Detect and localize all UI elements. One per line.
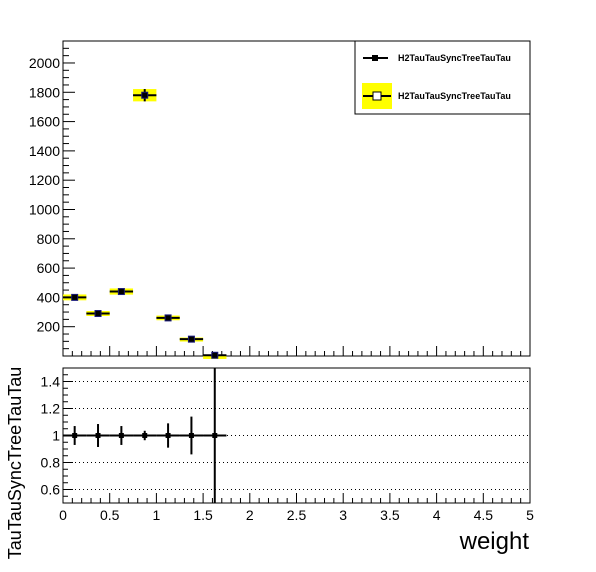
ratio-point <box>142 433 148 438</box>
ratio-y-tick-label: 1.2 <box>41 401 61 417</box>
data-point <box>118 288 125 295</box>
legend-label-1: H2TauTauSyncTreeTauTau <box>398 53 511 63</box>
ratio-x-tick-label: 0.5 <box>100 507 120 523</box>
data-point-open-square <box>187 335 195 343</box>
legend-marker-1 <box>372 55 378 61</box>
data-point <box>95 310 102 317</box>
main-y-tick-label: 1000 <box>29 201 60 217</box>
y-axis-title: TauTauSyncTreeTauTau <box>5 367 25 559</box>
data-point <box>141 92 148 99</box>
ratio-point <box>95 433 101 438</box>
ratio-x-tick-label: 4 <box>433 507 441 523</box>
main-y-tick-label: 200 <box>37 319 61 335</box>
x-axis-title: weight <box>459 528 530 555</box>
data-point-open-square <box>211 351 219 359</box>
data-point-open-square <box>141 91 149 99</box>
data-point <box>71 294 78 301</box>
legend-marker-2 <box>372 91 382 101</box>
ratio-markers <box>63 368 227 503</box>
data-point-open-square <box>117 288 125 296</box>
data-point-open-square <box>94 310 102 318</box>
ratio-point <box>165 433 171 438</box>
ratio-x-axis: 0 0.5 1 1.5 2 2.5 3 3.5 4 4.5 5 <box>59 493 534 523</box>
main-markers <box>63 89 227 359</box>
data-point <box>188 336 195 343</box>
ratio-x-tick-label: 0 <box>59 507 67 523</box>
main-y-tick-label: 400 <box>37 289 61 305</box>
main-y-axis: 200 400 600 800 1000 1200 1400 1600 1800 2000 <box>29 47 75 350</box>
ratio-y-tick-label: 0.8 <box>41 455 61 471</box>
main-x-axis <box>62 346 531 356</box>
main-error-bands <box>63 89 227 359</box>
main-y-tick-label: 800 <box>37 231 61 247</box>
main-y-tick-label: 600 <box>37 260 61 276</box>
ratio-x-tick-label: 2 <box>246 507 254 523</box>
data-point <box>165 314 172 321</box>
ratio-x-tick-label: 1.5 <box>193 507 213 523</box>
main-y-tick-label: 1400 <box>29 143 60 159</box>
main-y-tick-label: 1200 <box>29 172 60 188</box>
ratio-x-tick-label: 2.5 <box>287 507 307 523</box>
ratio-x-tick-label: 4.5 <box>474 507 494 523</box>
data-point-open-square <box>71 293 79 301</box>
ratio-y-tick-label: 1.4 <box>41 374 61 390</box>
ratio-point <box>118 433 124 438</box>
ratio-point <box>72 433 78 438</box>
ratio-x-tick-label: 3 <box>339 507 347 523</box>
main-y-tick-label: 1600 <box>29 114 60 130</box>
ratio-y-tick-label: 1 <box>52 428 60 444</box>
legend: H2TauTauSyncTreeTauTau H2TauTauSyncTreeT… <box>354 40 531 115</box>
ratio-x-tick-label: 3.5 <box>380 507 400 523</box>
ratio-point <box>212 433 218 438</box>
main-y-tick-label: 1800 <box>29 84 60 100</box>
main-y-tick-label: 2000 <box>29 55 60 71</box>
data-point-open-square <box>164 314 172 322</box>
ratio-x-tick-label: 1 <box>153 507 161 523</box>
legend-label-2: H2TauTauSyncTreeTauTau <box>398 91 511 101</box>
ratio-y-tick-label: 0.6 <box>41 482 61 498</box>
data-point <box>211 352 218 359</box>
ratio-point <box>188 433 194 438</box>
ratio-x-tick-label: 5 <box>526 507 534 523</box>
